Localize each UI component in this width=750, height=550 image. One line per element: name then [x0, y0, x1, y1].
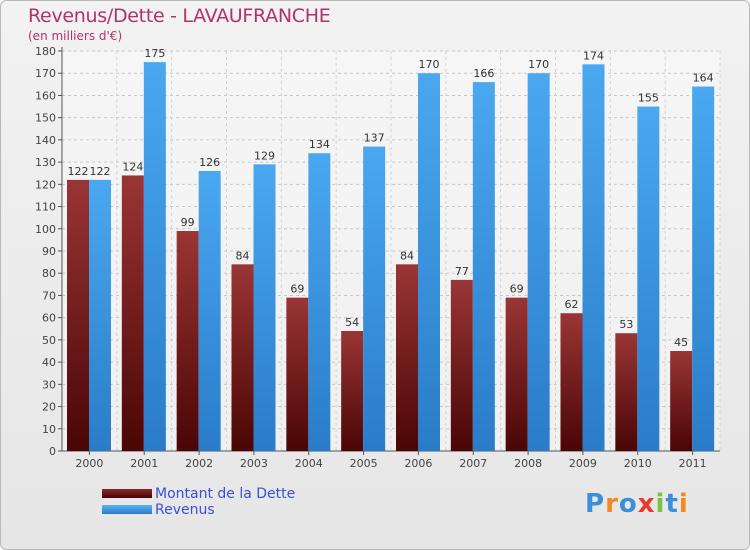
data-label-dette: 45: [674, 336, 688, 349]
data-label-dette: 84: [400, 249, 414, 262]
y-tick-label: 160: [35, 89, 56, 102]
x-tick-label: 2005: [350, 457, 378, 470]
bars: [67, 62, 715, 452]
bar-revenus: [637, 106, 660, 452]
x-tick-label: 2003: [240, 457, 268, 470]
y-tick-label: 120: [35, 178, 56, 191]
y-tick-label: 110: [35, 201, 56, 214]
legend-swatch-revenus: [102, 505, 152, 514]
data-label-dette: 62: [565, 298, 579, 311]
x-tick-label: 2007: [459, 457, 487, 470]
data-label-dette: 53: [619, 318, 633, 331]
y-tick-label: 170: [35, 67, 56, 80]
data-label-dette: 54: [345, 316, 359, 329]
x-tick-label: 2004: [295, 457, 323, 470]
y-tick-label: 70: [42, 289, 56, 302]
y-tick-label: 10: [42, 423, 56, 436]
data-label-revenus: 166: [473, 67, 494, 80]
y-tick-label: 30: [42, 378, 56, 391]
legend-swatch-debt: [102, 489, 152, 498]
data-label-revenus: 164: [693, 72, 714, 85]
data-label-dette: 69: [290, 283, 304, 296]
y-tick-label: 50: [42, 334, 56, 347]
x-tick-label: 2001: [130, 457, 158, 470]
bar-revenus: [253, 164, 276, 452]
bar-revenus: [198, 171, 221, 451]
y-tick-label: 0: [49, 445, 56, 458]
bar-dette: [286, 297, 309, 451]
data-label-dette: 84: [236, 249, 250, 262]
data-label-revenus: 137: [364, 132, 385, 145]
bar-revenus: [472, 82, 495, 451]
logo-letter: o: [618, 489, 638, 519]
logo-letter: i: [678, 489, 689, 519]
bar-revenus: [692, 86, 715, 452]
bar-revenus: [143, 62, 166, 451]
data-label-dette: 77: [455, 265, 469, 278]
y-tick-label: 130: [35, 156, 56, 169]
y-tick-label: 40: [42, 356, 56, 369]
data-label-dette: 124: [122, 160, 143, 173]
bar-dette: [176, 231, 199, 451]
x-tick-label: 2011: [679, 457, 707, 470]
y-tick-label: 90: [42, 245, 56, 258]
logo-letter: i: [655, 489, 666, 519]
y-tick-label: 100: [35, 223, 56, 236]
data-label-revenus: 155: [638, 92, 659, 105]
x-tick-label: 2009: [569, 457, 597, 470]
axes: 0 10 20 30 40 50 60 70 80 90 100 110 120 130 140 150 160…: [35, 45, 720, 470]
bar-dette: [231, 264, 254, 451]
bar-revenus: [527, 73, 550, 451]
y-tick-label: 150: [35, 112, 56, 125]
y-tick-label: 80: [42, 267, 56, 280]
y-tick-label: 180: [35, 45, 56, 58]
chart-title: Revenus/Dette - LAVAUFRANCHE: [28, 5, 331, 27]
x-tick-label: 2000: [75, 457, 103, 470]
bar-dette: [505, 297, 528, 451]
legend-label-revenus: Revenus: [155, 502, 215, 518]
bar-revenus: [363, 146, 386, 452]
data-label-revenus: 122: [90, 165, 111, 178]
bar-dette: [560, 313, 583, 451]
data-label-dette: 69: [510, 283, 524, 296]
bar-dette: [450, 279, 473, 451]
x-tick-label: 2002: [185, 457, 213, 470]
legend-label-debt: Montant de la Dette: [155, 486, 296, 502]
grid-lines: [61, 50, 721, 451]
data-label-revenus: 175: [144, 47, 165, 60]
x-tick-label: 2010: [624, 457, 652, 470]
data-label-revenus: 134: [309, 138, 330, 151]
y-tick-label: 20: [42, 401, 56, 414]
bar-revenus: [89, 179, 111, 451]
data-label-revenus: 170: [419, 58, 440, 71]
chart-subtitle: (en milliers d'€): [28, 29, 123, 43]
logo-letter: t: [665, 489, 679, 519]
data-label-revenus: 170: [528, 58, 549, 71]
logo-letter: r: [605, 489, 619, 519]
data-label-dette: 99: [181, 216, 195, 229]
data-labels: 122 122 124 175 99 126 84 129 69 134 54 137 84 170 77 1…: [68, 47, 714, 349]
data-label-revenus: 129: [254, 149, 275, 162]
bar-dette: [341, 331, 364, 451]
bar-dette: [615, 333, 638, 451]
bar-dette: [396, 264, 418, 451]
logo-letter: P: [585, 489, 606, 519]
data-label-dette: 122: [68, 165, 89, 178]
proxiti-logo: Proxiti: [585, 489, 689, 519]
bar-revenus: [418, 73, 440, 451]
bar-dette: [670, 351, 693, 451]
bar-revenus: [582, 64, 605, 452]
y-tick-label: 140: [35, 134, 56, 147]
logo-letter: x: [637, 489, 656, 519]
x-tick-label: 2006: [404, 457, 432, 470]
data-label-revenus: 174: [583, 49, 604, 62]
data-label-revenus: 126: [199, 156, 220, 169]
bar-dette: [67, 179, 89, 451]
bar-dette: [121, 175, 144, 451]
x-tick-label: 2008: [514, 457, 542, 470]
bar-revenus: [308, 153, 331, 451]
y-tick-label: 60: [42, 312, 56, 325]
